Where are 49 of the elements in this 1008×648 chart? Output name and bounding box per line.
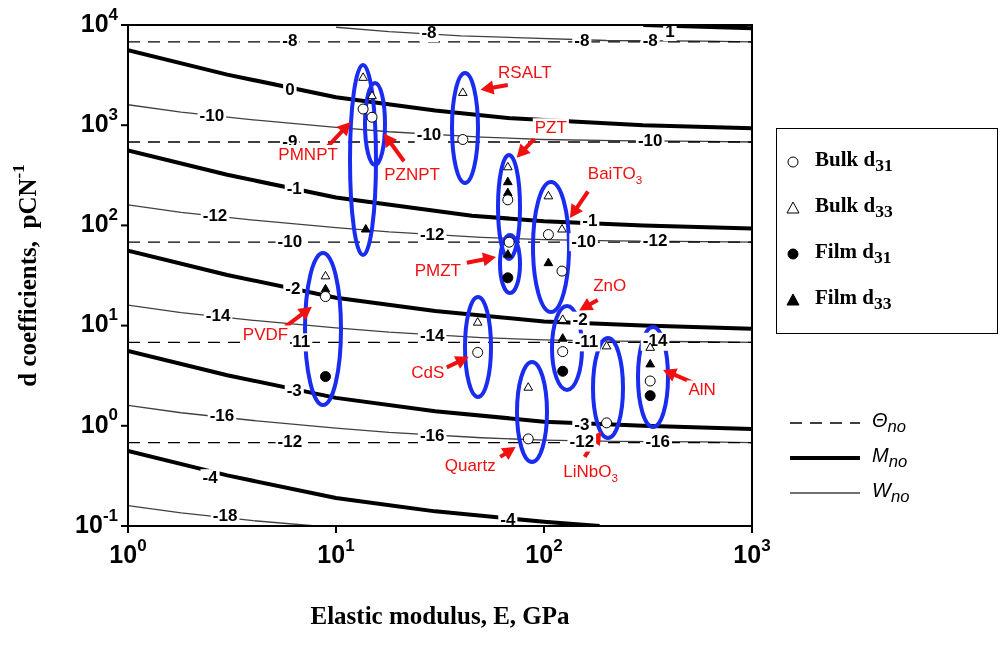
x-axis-title: Elastic modulus, E, GPa [310,602,571,630]
annotation: -8 [282,31,298,51]
annotation: AlN [688,380,716,400]
annotation: -2 [572,310,588,330]
annotation: -14 [205,305,231,325]
annotation: -8 [421,22,437,42]
annotation: -10 [277,231,303,251]
legend-label: Film d$_{33}$ [815,285,892,315]
legend-label: M$_{no}$ [872,443,908,472]
annotation: -12 [569,432,595,452]
legend-label: Θ$_{no}$ [872,408,907,437]
annotation: -10 [416,125,442,145]
annotation: PZT [534,117,567,137]
annotation: -16 [419,425,445,445]
annotation: -12 [277,432,303,452]
annotation: PVDF [242,325,289,345]
annotation: -10 [637,131,663,151]
annotation: 0 [285,79,295,99]
annotation: PZNPT [384,164,440,184]
legend-label: Bulk d$_{31}$ [815,147,893,177]
annotation: -3 [574,414,590,434]
annotation: -4 [500,509,516,529]
annotation: -12 [419,225,445,245]
annotation: Quartz [444,455,496,475]
annotation: -1 [286,179,302,199]
annotation: -16 [645,431,670,451]
legend-label: Film d$_{31}$ [815,239,892,269]
annotation: -11 [574,332,599,352]
annotation: -2 [285,279,301,299]
annotation: -14 [419,325,446,345]
annotation: PMZT [414,261,461,281]
legend-label: W$_{no}$ [872,478,910,507]
y-axis-title: d coefficients, pCN-1 [9,164,42,387]
annotation: -14 [642,331,668,351]
annotation: -18 [212,506,238,526]
legend-label: Bulk d$_{33}$ [815,193,893,223]
annotation: -1 [582,211,598,231]
annotation: -16 [209,406,235,426]
annotation: ZnO [593,275,627,295]
annotation: -10 [571,231,596,251]
annotation: CdS [411,363,445,383]
annotation: -10 [199,105,225,125]
annotation: RSALT [498,62,552,82]
annotation: -4 [202,467,219,487]
annotation: -3 [286,381,302,401]
annotation: -12 [202,205,228,225]
annotation: -12 [642,231,668,251]
annotation: -8 [574,31,590,51]
annotation: -8 [642,31,658,51]
